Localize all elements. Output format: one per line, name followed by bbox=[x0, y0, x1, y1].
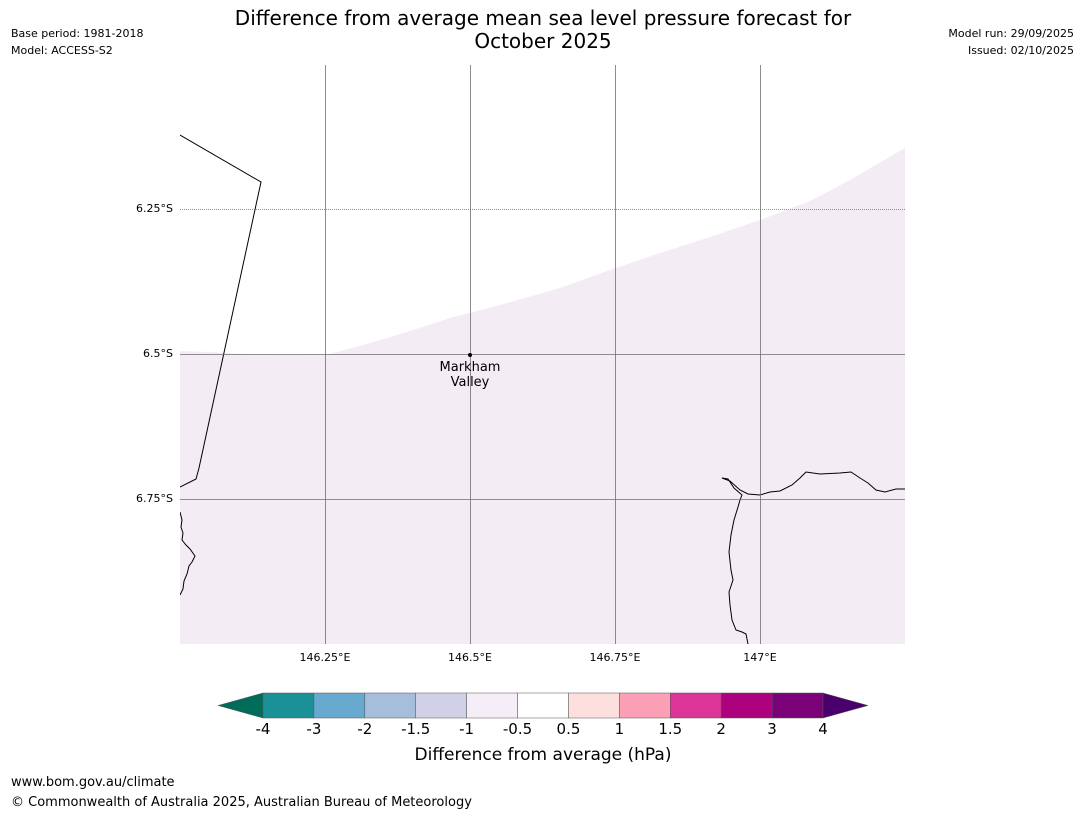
colorbar-box-0 bbox=[262, 692, 315, 719]
footer-url[interactable]: www.bom.gov.au/climate bbox=[11, 775, 175, 790]
colorbar-box-8 bbox=[670, 692, 722, 719]
colorbar-tick-4: -1 bbox=[459, 720, 475, 738]
title-line-1: Difference from average mean sea level p… bbox=[234, 6, 852, 30]
title-line-2: October 2025 bbox=[474, 29, 612, 53]
colorbar-low-extend bbox=[217, 692, 264, 719]
colorbar-tick-2: -2 bbox=[357, 720, 373, 738]
model-name: Model: ACCESS-S2 bbox=[11, 44, 113, 57]
model-run: Model run: 29/09/2025 bbox=[948, 27, 1074, 40]
colorbar-tick-10: 3 bbox=[767, 720, 777, 738]
place-marker-dot bbox=[468, 353, 472, 357]
colorbar-tick-9: 2 bbox=[716, 720, 726, 738]
colorbar-high-extend bbox=[822, 692, 869, 719]
colorbar-box-3 bbox=[415, 692, 467, 719]
coastline-east bbox=[721, 471, 905, 644]
lat-label-6-75s: 6.75°S bbox=[136, 492, 173, 505]
chart-title: Difference from average mean sea level p… bbox=[180, 7, 906, 53]
lon-label-146-75e: 146.75°E bbox=[589, 651, 641, 664]
anomaly-fill-region bbox=[180, 148, 905, 644]
colorbar-boxes bbox=[262, 692, 824, 719]
place-label-markham-valley: Markham Valley bbox=[410, 360, 530, 390]
footer-copyright: © Commonwealth of Australia 2025, Austra… bbox=[11, 795, 472, 810]
colorbar-box-1 bbox=[313, 692, 366, 719]
lon-label-146-25e: 146.25°E bbox=[299, 651, 351, 664]
place-name-line-2: Valley bbox=[450, 375, 490, 390]
colorbar-box-4 bbox=[466, 692, 518, 719]
coastline-west-lower bbox=[180, 511, 196, 596]
lat-label-6-25s: 6.25°S bbox=[136, 202, 173, 215]
colorbar-box-10 bbox=[771, 692, 824, 719]
place-name-line-1: Markham bbox=[439, 360, 501, 375]
colorbar-box-9 bbox=[720, 692, 773, 719]
colorbar-tick-6: 0.5 bbox=[556, 720, 581, 738]
meta-right: Model run: 29/09/2025 Issued: 02/10/2025 bbox=[948, 25, 1074, 59]
base-period: Base period: 1981-2018 bbox=[11, 27, 144, 40]
colorbar-tick-5: -0.5 bbox=[502, 720, 533, 738]
issued-date: Issued: 02/10/2025 bbox=[967, 44, 1074, 57]
meta-left: Base period: 1981-2018 Model: ACCESS-S2 bbox=[11, 25, 143, 59]
colorbar-tick-3: -1.5 bbox=[401, 720, 431, 738]
coastline-west-border bbox=[180, 134, 262, 488]
colorbar-tick-1: -3 bbox=[306, 720, 322, 738]
colorbar-box-7 bbox=[619, 692, 671, 719]
colorbar-box-5 bbox=[517, 692, 569, 719]
colorbar-box-2 bbox=[364, 692, 416, 719]
colorbar-box-6 bbox=[568, 692, 620, 719]
lon-label-147e: 147°E bbox=[743, 651, 777, 664]
colorbar-tick-0: -4 bbox=[255, 720, 271, 738]
colorbar-tick-11: 4 bbox=[818, 720, 828, 738]
colorbar-label: Difference from average (hPa) bbox=[414, 745, 672, 765]
colorbar-tick-7: 1 bbox=[614, 720, 625, 738]
lon-label-146-5e: 146.5°E bbox=[448, 651, 492, 664]
colorbar-tick-8: 1.5 bbox=[658, 720, 683, 738]
lat-label-6-5s: 6.5°S bbox=[143, 347, 173, 360]
